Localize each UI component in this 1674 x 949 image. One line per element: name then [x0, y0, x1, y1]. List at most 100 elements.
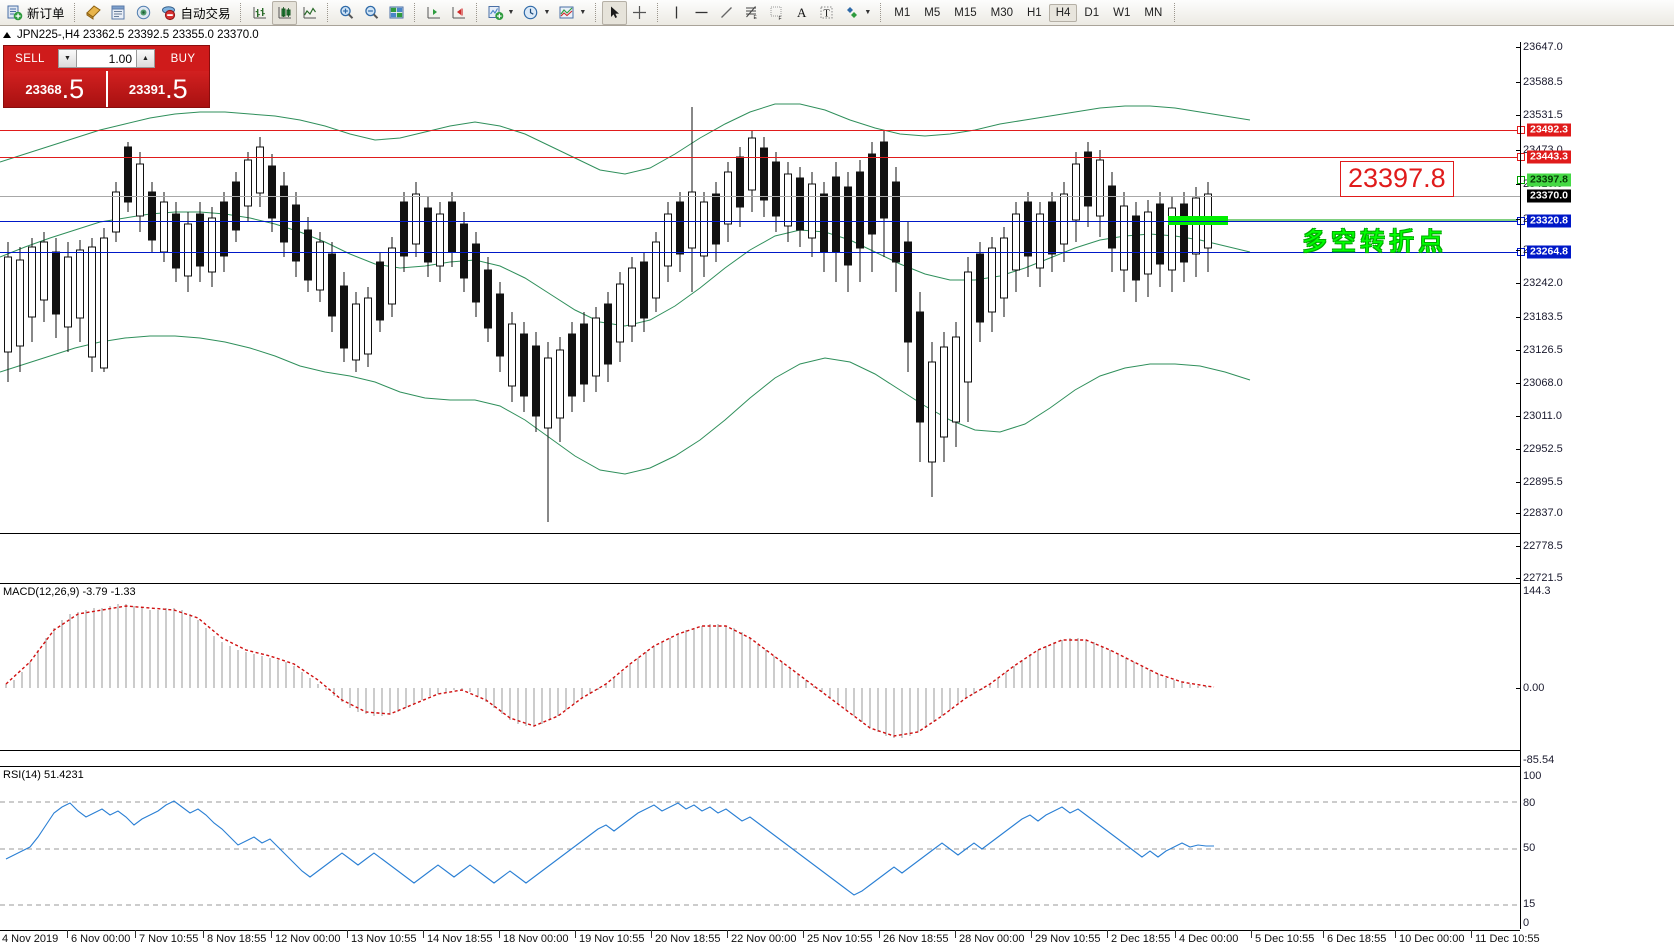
time-tick [67, 930, 68, 938]
one-click-trading-panel[interactable]: SELL ▼ 1.00 ▲ BUY 23368 .5 23391 .5 [3, 45, 210, 108]
timeframe-w1[interactable]: W1 [1113, 6, 1131, 19]
level-handle-support-2[interactable] [1517, 248, 1525, 256]
fibonacci-icon: E [746, 6, 758, 21]
cursor-button[interactable] [602, 0, 628, 25]
price-tick: 23011.0 [1523, 410, 1562, 422]
indicators-dropdown-caret[interactable]: ▼ [507, 9, 515, 16]
volume-decrease-button[interactable]: ▼ [58, 49, 77, 68]
shapes-dropdown-caret[interactable]: ▼ [864, 9, 872, 16]
time-tick [1471, 930, 1472, 938]
level-tag-support-2[interactable]: 23264.8 [1527, 245, 1571, 259]
chart-grid-button[interactable] [384, 1, 409, 25]
trendline-button[interactable] [714, 1, 739, 25]
sell-button[interactable]: SELL [15, 52, 45, 65]
level-tag-signal-green[interactable]: 23397.8 [1527, 173, 1571, 187]
indicators-button[interactable]: ▼ [483, 1, 519, 25]
level-tag-resistance-2[interactable]: 23443.3 [1527, 150, 1571, 164]
chart-grid-icon [389, 6, 404, 19]
zoom-out-button[interactable] [359, 1, 384, 25]
sell-price[interactable]: 23368 .5 [4, 71, 106, 107]
bar-chart-button[interactable] [247, 1, 272, 25]
rsi-pane[interactable]: RSI(14) 51.4231 [0, 766, 1520, 931]
level-tag-support-1[interactable]: 23320.8 [1527, 214, 1571, 228]
trendline-icon [721, 7, 733, 18]
templates-dropdown-caret[interactable]: ▼ [579, 9, 587, 16]
text-button[interactable]: T [814, 1, 839, 25]
time-label: 18 Nov 00:00 [503, 933, 569, 945]
time-label: 2 Dec 18:55 [1111, 933, 1171, 945]
navigator-button[interactable] [131, 1, 156, 25]
price-tick: 22895.5 [1523, 476, 1563, 488]
timeframe-m15[interactable]: M15 [954, 6, 977, 19]
rsi-tick: 100 [1523, 770, 1542, 782]
price-pane[interactable] [0, 42, 1520, 534]
time-label: 6 Nov 00:00 [71, 933, 131, 945]
text-icon: T [820, 6, 833, 20]
zoom-in-button[interactable] [334, 1, 359, 25]
volume-increase-button[interactable]: ▲ [136, 49, 155, 68]
timeframe-m30[interactable]: M30 [990, 6, 1013, 19]
level-tag-last-price: 23370.0 [1527, 189, 1571, 203]
time-tick [727, 930, 728, 938]
level-handle-signal-green[interactable] [1517, 176, 1525, 184]
timeframe-h1[interactable]: H1 [1027, 6, 1042, 19]
vertical-line-button[interactable] [664, 1, 689, 25]
crosshair-icon [633, 6, 647, 19]
data-window-button[interactable] [106, 1, 131, 25]
time-label: 19 Nov 10:55 [579, 933, 645, 945]
templates-button[interactable]: ▼ [554, 1, 590, 25]
collapse-triangle-icon[interactable] [3, 31, 11, 38]
time-label: 14 Nov 18:55 [427, 933, 493, 945]
chinese-annotation-text[interactable]: 多空转折点 [1302, 227, 1448, 256]
time-tick [1175, 930, 1176, 938]
macd-pane[interactable]: MACD(12,26,9) -3.79 -1.33 [0, 583, 1520, 751]
time-tick [879, 930, 880, 938]
autotrade-button[interactable]: 自动交易 [156, 1, 235, 25]
new-order-button[interactable]: 新订单 [2, 1, 69, 25]
level-line-support-1[interactable] [0, 221, 1520, 222]
volume-stepper[interactable]: ▼ 1.00 ▲ [58, 49, 155, 68]
level-line-resistance-2[interactable] [0, 157, 1520, 158]
timeframe-h4[interactable]: H4 [1048, 3, 1078, 22]
level-line-support-2[interactable] [0, 252, 1520, 253]
toolbar-divider-5 [475, 3, 478, 22]
buy-price[interactable]: 23391 .5 [105, 71, 209, 107]
time-tick [1323, 930, 1324, 938]
fibonacci-button[interactable]: E [739, 1, 764, 25]
period-button[interactable]: ▼ [518, 1, 554, 25]
text-label-button[interactable]: A [789, 1, 814, 25]
chart-shift-button[interactable] [421, 1, 446, 25]
timeframe-mn[interactable]: MN [1144, 6, 1163, 19]
buy-button[interactable]: BUY [170, 52, 196, 65]
toolbar-divider-4 [413, 3, 416, 22]
channel-button[interactable]: F [764, 1, 789, 25]
horizontal-line-button[interactable] [689, 1, 714, 25]
zoom-out-icon [364, 5, 378, 19]
crosshair-button[interactable] [627, 1, 652, 25]
level-handle-resistance-2[interactable] [1517, 153, 1525, 161]
shapes-button[interactable]: ▼ [839, 1, 875, 25]
new-order-icon [7, 5, 23, 21]
price-tick: 22837.0 [1523, 507, 1563, 519]
period-dropdown-caret[interactable]: ▼ [543, 9, 551, 16]
time-tick [575, 930, 576, 938]
time-tick [803, 930, 804, 938]
timeframe-m5[interactable]: M5 [924, 6, 941, 19]
macd-chart-svg [5, 604, 1215, 738]
candlestick-chart-button[interactable] [271, 0, 297, 25]
level-handle-resistance-1[interactable] [1517, 126, 1525, 134]
level-handle-support-1[interactable] [1517, 217, 1525, 225]
price-annotation-box[interactable]: 23397.8 [1340, 161, 1454, 197]
timeframe-d1[interactable]: D1 [1084, 6, 1100, 19]
volume-value[interactable]: 1.00 [77, 49, 136, 68]
expert-advisors-button[interactable] [81, 1, 106, 25]
level-tag-resistance-1[interactable]: 23492.3 [1527, 123, 1571, 137]
auto-scroll-button[interactable] [446, 1, 471, 25]
time-tick [135, 930, 136, 938]
timeframe-m1[interactable]: M1 [894, 6, 911, 19]
bar-chart-icon [253, 7, 266, 19]
svg-text:E: E [754, 15, 758, 21]
line-chart-button[interactable] [297, 1, 322, 25]
level-line-resistance-1[interactable] [0, 130, 1520, 131]
